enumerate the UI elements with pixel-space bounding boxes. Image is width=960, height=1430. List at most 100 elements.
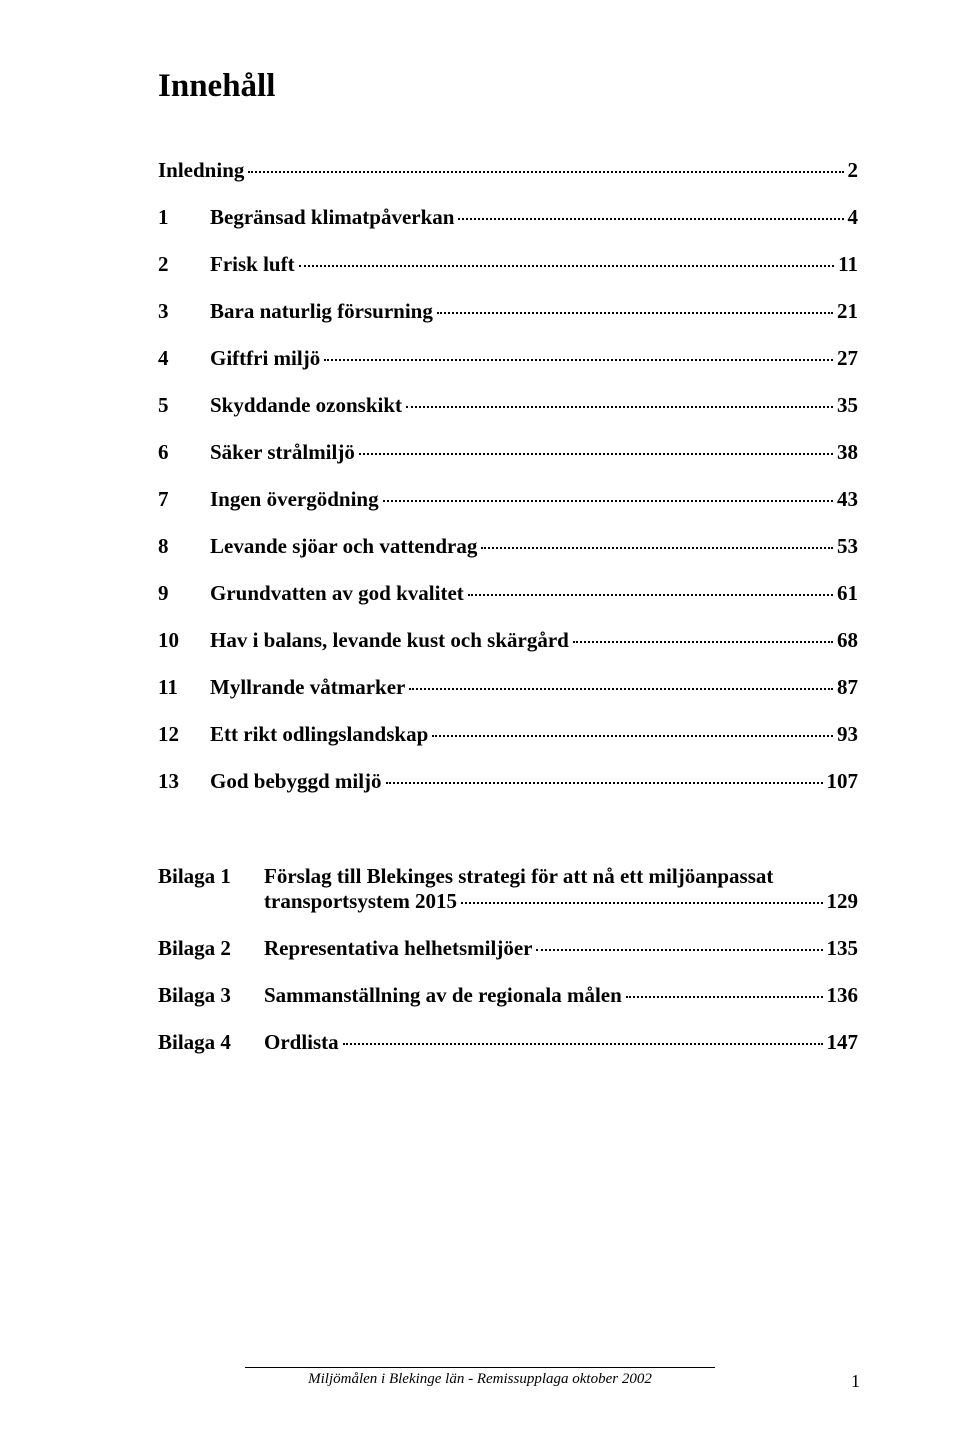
appendix-num: Bilaga 1	[158, 866, 264, 887]
toc-leader-dots	[626, 996, 823, 998]
toc-leader-dots	[458, 218, 843, 220]
appendix-multiline: Förslag till Blekinges strategi för att …	[264, 866, 858, 912]
toc-label: Ett rikt odlingslandskap	[210, 724, 428, 745]
toc-leader-dots	[437, 312, 833, 314]
toc-label: Begränsad klimatpåverkan	[210, 207, 454, 228]
toc-row: 5 Skyddande ozonskikt 35	[158, 395, 858, 416]
toc-intro-page: 2	[848, 160, 859, 181]
toc-leader-dots	[409, 688, 833, 690]
toc-num: 4	[158, 348, 210, 369]
toc-num: 6	[158, 442, 210, 463]
toc-label: Grundvatten av god kvalitet	[210, 583, 464, 604]
toc-num: 10	[158, 630, 210, 651]
appendix-row: Bilaga 2 Representativa helhetsmiljöer 1…	[158, 938, 858, 959]
appendix-label: Representativa helhetsmiljöer	[264, 938, 532, 959]
toc-label: Säker strålmiljö	[210, 442, 355, 463]
footer-divider	[245, 1367, 715, 1368]
toc-label: Hav i balans, levande kust och skärgård	[210, 630, 569, 651]
footer-text: Miljömålen i Blekinge län - Remissupplag…	[308, 1371, 652, 1387]
toc-label: Bara naturlig försurning	[210, 301, 433, 322]
toc-row: 8 Levande sjöar och vattendrag 53	[158, 536, 858, 557]
toc-leader-dots	[468, 594, 833, 596]
toc-intro-row: Inledning 2	[158, 160, 858, 181]
toc-num: 8	[158, 536, 210, 557]
toc-num: 13	[158, 771, 210, 792]
toc-page: 107	[827, 771, 859, 792]
toc-row: 2 Frisk luft 11	[158, 254, 858, 275]
toc-leader-dots	[386, 782, 823, 784]
toc-label: Giftfri miljö	[210, 348, 320, 369]
appendix-num: Bilaga 2	[158, 938, 264, 959]
toc-page: 61	[837, 583, 858, 604]
toc-leader-dots	[248, 171, 843, 173]
toc-leader-dots	[383, 500, 833, 502]
appendix-row: Bilaga 3 Sammanställning av de regionala…	[158, 985, 858, 1006]
toc-leader-dots	[461, 902, 822, 904]
appendix-label: Sammanställning av de regionala målen	[264, 985, 622, 1006]
appendix-label: Ordlista	[264, 1032, 339, 1053]
toc-page: 43	[837, 489, 858, 510]
toc-row: 11 Myllrande våtmarker 87	[158, 677, 858, 698]
toc-intro-label: Inledning	[158, 160, 244, 181]
toc-row: 1 Begränsad klimatpåverkan 4	[158, 207, 858, 228]
page-number: 1	[851, 1371, 860, 1392]
section-gap	[158, 818, 858, 866]
appendix-page: 147	[827, 1032, 859, 1053]
toc-leader-dots	[481, 547, 833, 549]
toc-num: 2	[158, 254, 210, 275]
toc-row: 4 Giftfri miljö 27	[158, 348, 858, 369]
toc-page: 21	[837, 301, 858, 322]
appendix-page: 129	[827, 891, 859, 912]
appendix-line2-row: transportsystem 2015 129	[264, 891, 858, 912]
toc-row: 9 Grundvatten av god kvalitet 61	[158, 583, 858, 604]
toc-label: God bebyggd miljö	[210, 771, 382, 792]
toc-page: 38	[837, 442, 858, 463]
appendix-label-line2: transportsystem 2015	[264, 891, 457, 912]
toc-num: 3	[158, 301, 210, 322]
table-of-contents: Inledning 2 1 Begränsad klimatpåverkan 4…	[158, 160, 858, 1053]
toc-page: 35	[837, 395, 858, 416]
appendix-page: 135	[827, 938, 859, 959]
toc-label: Skyddande ozonskikt	[210, 395, 402, 416]
toc-leader-dots	[573, 641, 833, 643]
toc-num: 9	[158, 583, 210, 604]
appendix-row: Bilaga 1 Förslag till Blekinges strategi…	[158, 866, 858, 912]
toc-row: 13 God bebyggd miljö 107	[158, 771, 858, 792]
toc-num: 11	[158, 677, 210, 698]
document-page: Innehåll Inledning 2 1 Begränsad klimatp…	[0, 0, 960, 1430]
appendix-label-line1: Förslag till Blekinges strategi för att …	[264, 866, 858, 887]
toc-row: 3 Bara naturlig försurning 21	[158, 301, 858, 322]
toc-page: 27	[837, 348, 858, 369]
toc-leader-dots	[536, 949, 822, 951]
toc-num: 1	[158, 207, 210, 228]
page-title: Innehåll	[158, 68, 860, 105]
appendix-num: Bilaga 3	[158, 985, 264, 1006]
appendix-num: Bilaga 4	[158, 1032, 264, 1053]
toc-leader-dots	[299, 265, 835, 267]
toc-label: Ingen övergödning	[210, 489, 379, 510]
toc-leader-dots	[406, 406, 833, 408]
toc-num: 5	[158, 395, 210, 416]
toc-label: Myllrande våtmarker	[210, 677, 405, 698]
appendix-row: Bilaga 4 Ordlista 147	[158, 1032, 858, 1053]
toc-row: 12 Ett rikt odlingslandskap 93	[158, 724, 858, 745]
toc-page: 87	[837, 677, 858, 698]
toc-num: 12	[158, 724, 210, 745]
toc-page: 53	[837, 536, 858, 557]
toc-leader-dots	[432, 735, 833, 737]
toc-label: Levande sjöar och vattendrag	[210, 536, 477, 557]
page-footer: Miljömålen i Blekinge län - Remissupplag…	[0, 1367, 960, 1388]
toc-page: 4	[848, 207, 859, 228]
toc-row: 7 Ingen övergödning 43	[158, 489, 858, 510]
toc-row: 6 Säker strålmiljö 38	[158, 442, 858, 463]
toc-page: 93	[837, 724, 858, 745]
toc-num: 7	[158, 489, 210, 510]
toc-leader-dots	[324, 359, 833, 361]
toc-label: Frisk luft	[210, 254, 295, 275]
toc-leader-dots	[359, 453, 833, 455]
toc-page: 68	[837, 630, 858, 651]
toc-row: 10 Hav i balans, levande kust och skärgå…	[158, 630, 858, 651]
toc-page: 11	[838, 254, 858, 275]
toc-leader-dots	[343, 1043, 823, 1045]
appendix-page: 136	[827, 985, 859, 1006]
